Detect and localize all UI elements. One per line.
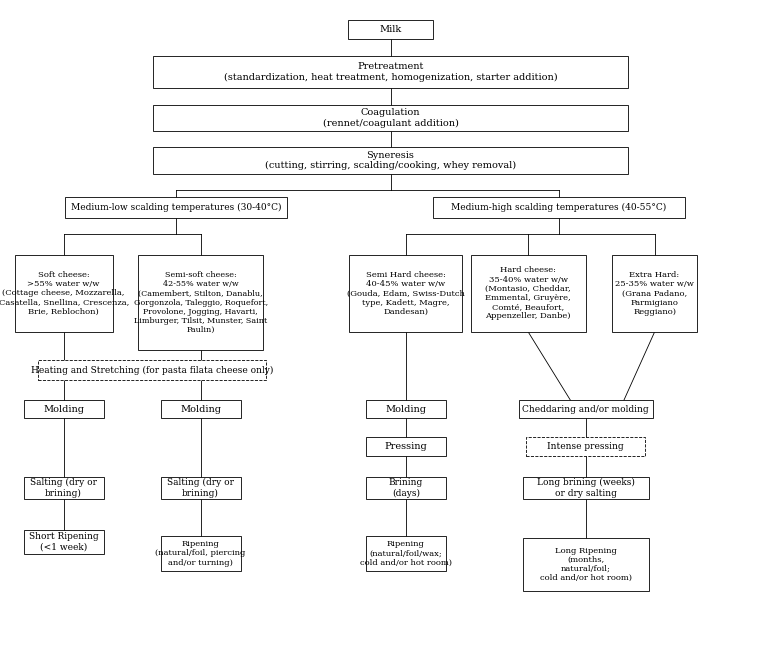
Text: Molding: Molding bbox=[180, 405, 221, 413]
Text: Salting (dry or
brining): Salting (dry or brining) bbox=[167, 478, 234, 498]
Text: Intense pressing: Intense pressing bbox=[547, 442, 624, 451]
FancyBboxPatch shape bbox=[366, 477, 446, 499]
Text: Ripening
(natural/foil, piercing
and/or turning): Ripening (natural/foil, piercing and/or … bbox=[155, 540, 246, 566]
FancyBboxPatch shape bbox=[348, 20, 433, 39]
Text: Medium-low scalding temperatures (30-40°C): Medium-low scalding temperatures (30-40°… bbox=[71, 203, 281, 212]
Text: Short Ripening
(<1 week): Short Ripening (<1 week) bbox=[29, 532, 98, 552]
Text: Coagulation
(rennet/coagulant addition): Coagulation (rennet/coagulant addition) bbox=[323, 108, 458, 128]
Text: Molding: Molding bbox=[43, 405, 84, 413]
Text: Brining
(days): Brining (days) bbox=[389, 478, 423, 498]
Text: Salting (dry or
brining): Salting (dry or brining) bbox=[30, 478, 97, 498]
FancyBboxPatch shape bbox=[23, 477, 104, 499]
FancyBboxPatch shape bbox=[153, 148, 628, 174]
FancyBboxPatch shape bbox=[433, 197, 685, 218]
Text: Semi-soft cheese:
42-55% water w/w
(Camembert, Stilton, Danablu,
Gorgonzola, Tal: Semi-soft cheese: 42-55% water w/w (Came… bbox=[134, 271, 268, 334]
Text: Cheddaring and/or molding: Cheddaring and/or molding bbox=[522, 405, 649, 413]
FancyBboxPatch shape bbox=[15, 255, 112, 332]
FancyBboxPatch shape bbox=[153, 56, 628, 88]
FancyBboxPatch shape bbox=[153, 105, 628, 131]
Text: Hard cheese:
35-40% water w/w
(Montasio, Cheddar,
Emmental, Gruyère,
Comté, Beau: Hard cheese: 35-40% water w/w (Montasio,… bbox=[486, 267, 571, 321]
FancyBboxPatch shape bbox=[138, 255, 263, 350]
FancyBboxPatch shape bbox=[519, 400, 653, 418]
FancyBboxPatch shape bbox=[612, 255, 697, 332]
FancyBboxPatch shape bbox=[161, 477, 241, 499]
Text: Long Ripening
(months,
natural/foil;
cold and/or hot room): Long Ripening (months, natural/foil; col… bbox=[540, 546, 632, 582]
Text: Soft cheese:
>55% water w/w
(Cottage cheese, Mozzarella,
Casatella, Snellina, Cr: Soft cheese: >55% water w/w (Cottage che… bbox=[0, 271, 129, 316]
Text: Molding: Molding bbox=[385, 405, 426, 413]
Text: Medium-high scalding temperatures (40-55°C): Medium-high scalding temperatures (40-55… bbox=[451, 203, 666, 212]
Text: Pretreatment
(standardization, heat treatment, homogenization, starter addition): Pretreatment (standardization, heat trea… bbox=[223, 62, 558, 82]
FancyBboxPatch shape bbox=[23, 530, 104, 554]
FancyBboxPatch shape bbox=[522, 477, 649, 499]
Text: Long brining (weeks)
or dry salting: Long brining (weeks) or dry salting bbox=[537, 478, 635, 498]
FancyBboxPatch shape bbox=[349, 255, 462, 332]
FancyBboxPatch shape bbox=[366, 536, 446, 571]
FancyBboxPatch shape bbox=[526, 438, 645, 456]
FancyBboxPatch shape bbox=[66, 197, 287, 218]
FancyBboxPatch shape bbox=[37, 359, 266, 381]
FancyBboxPatch shape bbox=[161, 536, 241, 571]
Text: Extra Hard:
25-35% water w/w
(Grana Padano,
Parmigiano
Reggiano): Extra Hard: 25-35% water w/w (Grana Pada… bbox=[615, 271, 694, 316]
FancyBboxPatch shape bbox=[366, 400, 446, 418]
FancyBboxPatch shape bbox=[366, 438, 446, 456]
Text: Pressing: Pressing bbox=[384, 442, 427, 451]
Text: Ripening
(natural/foil/wax;
cold and/or hot room): Ripening (natural/foil/wax; cold and/or … bbox=[360, 540, 451, 566]
FancyBboxPatch shape bbox=[161, 400, 241, 418]
FancyBboxPatch shape bbox=[522, 538, 649, 591]
Text: Semi Hard cheese:
40-45% water w/w
(Gouda, Edam, Swiss-Dutch
type, Kadett, Magre: Semi Hard cheese: 40-45% water w/w (Goud… bbox=[347, 271, 465, 316]
Text: Heating and Stretching (for pasta filata cheese only): Heating and Stretching (for pasta filata… bbox=[30, 365, 273, 375]
FancyBboxPatch shape bbox=[23, 400, 104, 418]
FancyBboxPatch shape bbox=[471, 255, 586, 332]
Text: Syneresis
(cutting, stirring, scalding/cooking, whey removal): Syneresis (cutting, stirring, scalding/c… bbox=[265, 151, 516, 170]
Text: Milk: Milk bbox=[380, 25, 401, 34]
